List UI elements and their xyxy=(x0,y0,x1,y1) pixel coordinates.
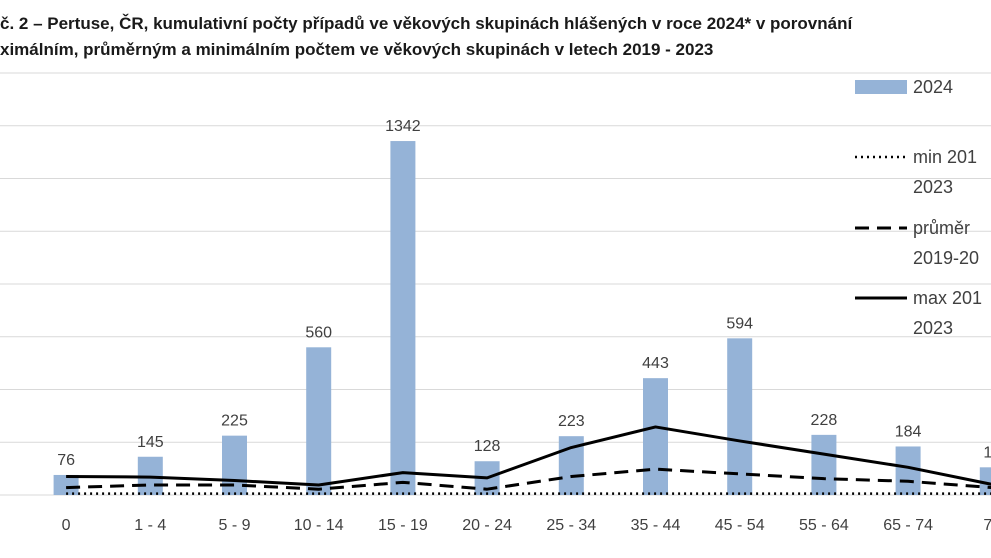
bar-0 xyxy=(53,474,79,495)
bar-value-label: 76 xyxy=(57,452,75,469)
series-line-dashed xyxy=(66,467,991,491)
legend-swatch-2024 xyxy=(855,80,907,94)
bar-65 - 74 xyxy=(895,446,921,495)
bar-value-label: 1342 xyxy=(385,118,421,135)
x-tick-label: 5 - 9 xyxy=(218,517,250,534)
legend-label-line-2: 2023 xyxy=(913,177,953,197)
series-line-solid xyxy=(66,425,991,487)
bar-value-label: 228 xyxy=(811,412,838,429)
bar-value-label: 560 xyxy=(305,324,332,341)
legend-label-line-2: 2019-20 xyxy=(913,248,979,268)
x-tick-label: 35 - 44 xyxy=(631,517,681,534)
bar-10 - 14 xyxy=(306,347,332,495)
bar-15 - 19 xyxy=(390,141,416,496)
bar-value-label: 10 xyxy=(983,444,991,461)
bar-value-label: 594 xyxy=(726,315,753,332)
x-tick-label: 10 - 14 xyxy=(294,517,344,534)
bar-45 - 54 xyxy=(727,338,753,495)
legend-label: průměr xyxy=(913,218,970,238)
x-tick-label: 1 - 4 xyxy=(134,517,166,534)
x-axis-ticks: 0 1 - 4 5 - 9 10 - 14 15 - 19 20 - 24 25 - 34 3… xyxy=(62,517,991,534)
bars xyxy=(53,141,991,496)
legend-label-line-2: 2023 xyxy=(913,318,953,338)
x-tick-label: 65 - 74 xyxy=(883,517,933,534)
x-tick-label: 45 - 54 xyxy=(715,517,765,534)
chart-title-line-2: ximálním, průměrným a minimálním počtem … xyxy=(0,40,714,59)
x-tick-label: 25 - 34 xyxy=(546,517,596,534)
legend-label: max 201 xyxy=(913,288,982,308)
gridlines xyxy=(0,72,991,496)
bar-value-label: 225 xyxy=(221,413,248,430)
bar-value-label: 443 xyxy=(642,355,669,372)
x-tick-label: 55 - 64 xyxy=(799,517,849,534)
x-tick-label: 20 - 24 xyxy=(462,517,512,534)
bar-value-label: 128 xyxy=(474,438,501,455)
x-tick-label: 0 xyxy=(62,517,71,534)
x-tick-label: 15 - 19 xyxy=(378,517,428,534)
bar-55 - 64 xyxy=(811,434,837,495)
bar-35 - 44 xyxy=(643,378,668,495)
chart-title-line-1: č. 2 – Pertuse, ČR, kumulativní počty př… xyxy=(0,14,853,33)
bar-75 xyxy=(979,467,991,495)
bar-value-label: 145 xyxy=(137,434,164,451)
bar-value-label: 223 xyxy=(558,413,585,430)
legend-label: 2024 xyxy=(913,77,953,97)
bar-labels: 76 145 225 560 1342 128 223 443 594 228 184 10 xyxy=(57,118,991,469)
bar-value-label: 184 xyxy=(895,423,922,440)
legend-label: min 201 xyxy=(913,147,977,167)
x-tick-label: 75 xyxy=(983,517,991,534)
series-lines xyxy=(66,425,991,495)
legend: 2024 min 201 2023 průměr 2019-20 max 201 2023 xyxy=(855,77,982,338)
